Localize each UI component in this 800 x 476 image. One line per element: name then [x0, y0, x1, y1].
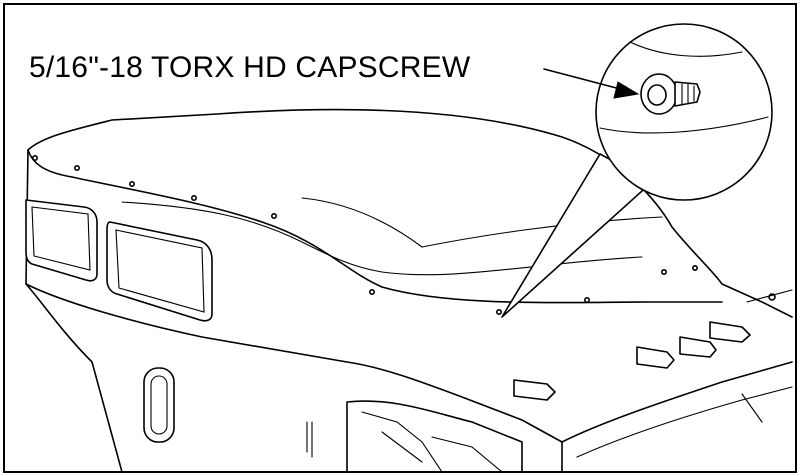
magnifier-circle	[595, 23, 773, 201]
marker-lamps	[513, 321, 751, 401]
roof-fastener-points	[31, 155, 776, 315]
diagram-frame: 5/16"-18 TORX HD CAPSCREW	[3, 3, 797, 473]
arrow-head-icon	[613, 81, 640, 99]
side-window-rear	[25, 199, 98, 282]
capscrew-icon	[640, 73, 701, 115]
roof-outline	[27, 108, 793, 318]
side-door-handle	[143, 367, 175, 443]
cab-side-panel	[25, 149, 563, 471]
windshield-frame	[561, 361, 793, 443]
side-window-front	[106, 221, 213, 322]
leader-arrow	[543, 68, 625, 91]
roof-contour-2	[421, 216, 663, 248]
roof-contour-3	[301, 197, 423, 248]
cab-side-lower	[25, 283, 123, 471]
cab-roof-drawing	[25, 23, 793, 471]
capscrew-callout-label: 5/16"-18 TORX HD CAPSCREW	[29, 51, 471, 84]
roof-contour-1	[121, 201, 643, 276]
door-frame	[346, 400, 523, 471]
